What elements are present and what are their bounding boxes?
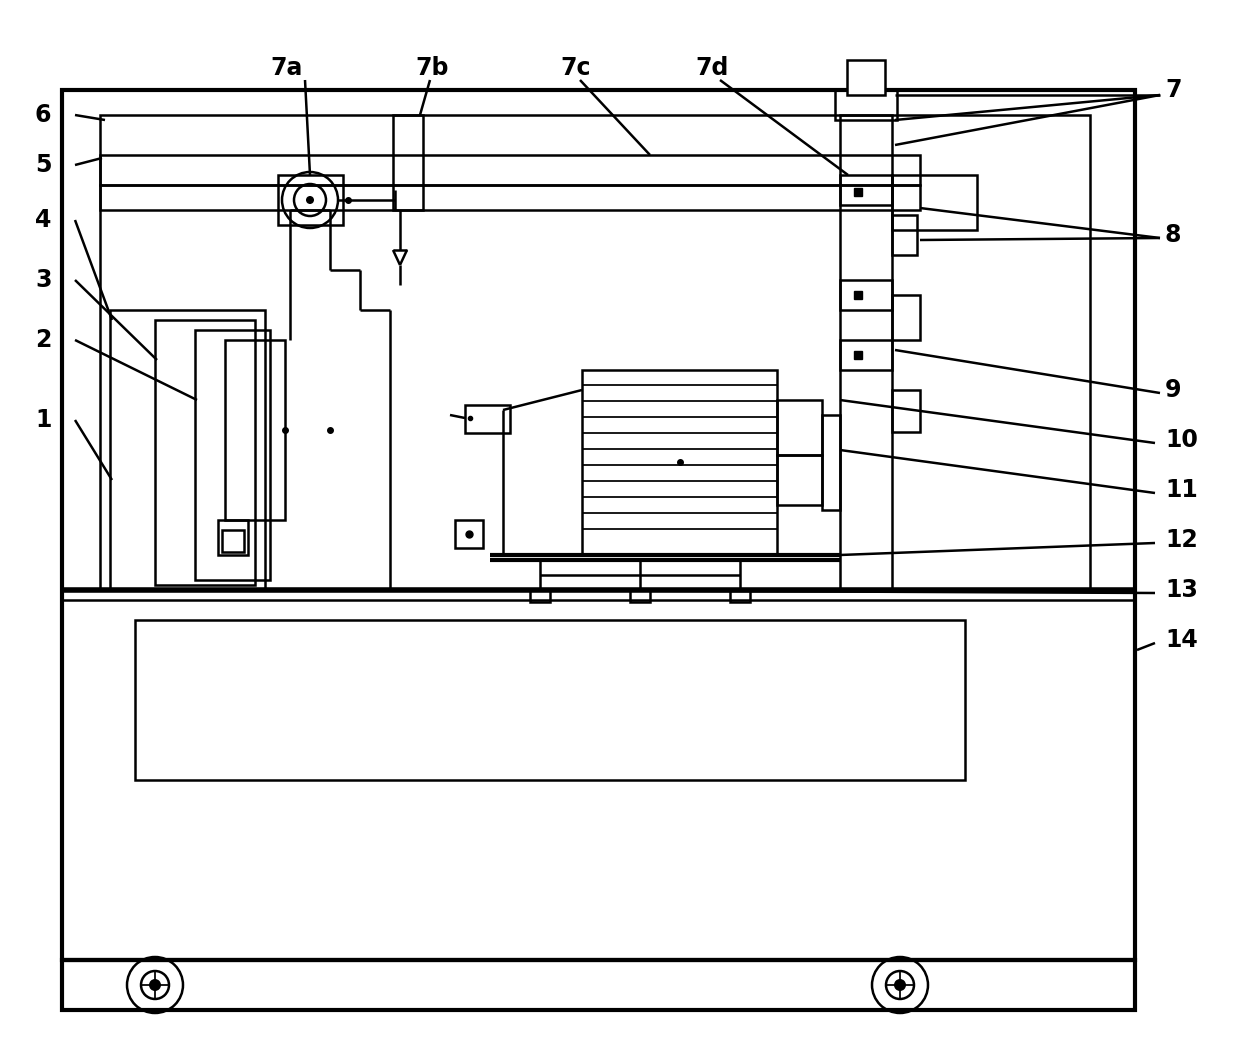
Circle shape: [149, 979, 161, 992]
Bar: [455, 520, 484, 548]
Circle shape: [894, 979, 906, 992]
Circle shape: [141, 971, 169, 999]
Bar: [218, 520, 248, 555]
Circle shape: [887, 971, 914, 999]
Bar: [135, 620, 965, 780]
Bar: [847, 60, 885, 95]
Text: 4: 4: [35, 208, 51, 232]
Text: 7a: 7a: [270, 55, 303, 80]
Bar: [630, 591, 650, 602]
Text: 6: 6: [35, 103, 52, 127]
Bar: [62, 960, 1135, 1010]
Bar: [892, 175, 977, 230]
Bar: [100, 155, 920, 185]
Bar: [777, 455, 822, 505]
Bar: [582, 370, 777, 555]
Bar: [839, 115, 892, 591]
Text: 7: 7: [1166, 77, 1182, 102]
Bar: [892, 215, 918, 255]
Bar: [155, 320, 255, 585]
Text: 13: 13: [1166, 578, 1198, 602]
Bar: [224, 340, 285, 520]
Circle shape: [306, 196, 314, 204]
Bar: [529, 591, 551, 602]
Text: 1: 1: [35, 408, 51, 432]
Bar: [839, 340, 892, 370]
Bar: [839, 175, 892, 205]
Bar: [222, 530, 244, 552]
Bar: [730, 591, 750, 602]
Text: 12: 12: [1166, 528, 1198, 552]
Bar: [892, 389, 920, 432]
Text: 14: 14: [1166, 628, 1198, 652]
Text: 10: 10: [1166, 428, 1198, 452]
Text: 7c: 7c: [560, 55, 590, 80]
Text: 3: 3: [35, 268, 52, 292]
Bar: [110, 310, 265, 591]
Bar: [62, 90, 1135, 960]
Text: 8: 8: [1166, 223, 1182, 247]
Bar: [839, 280, 892, 310]
Bar: [278, 175, 343, 225]
Text: 7d: 7d: [694, 55, 728, 80]
Text: 9: 9: [1166, 378, 1182, 402]
Bar: [822, 415, 839, 510]
Bar: [777, 400, 822, 455]
Bar: [100, 185, 920, 210]
Text: 2: 2: [35, 328, 51, 352]
Bar: [835, 90, 897, 120]
Text: 5: 5: [35, 153, 52, 177]
Text: 7b: 7b: [415, 55, 449, 80]
Bar: [465, 405, 510, 433]
Bar: [892, 295, 920, 340]
Text: 11: 11: [1166, 478, 1198, 502]
Bar: [393, 115, 423, 210]
Bar: [100, 115, 1090, 591]
Bar: [195, 330, 270, 580]
